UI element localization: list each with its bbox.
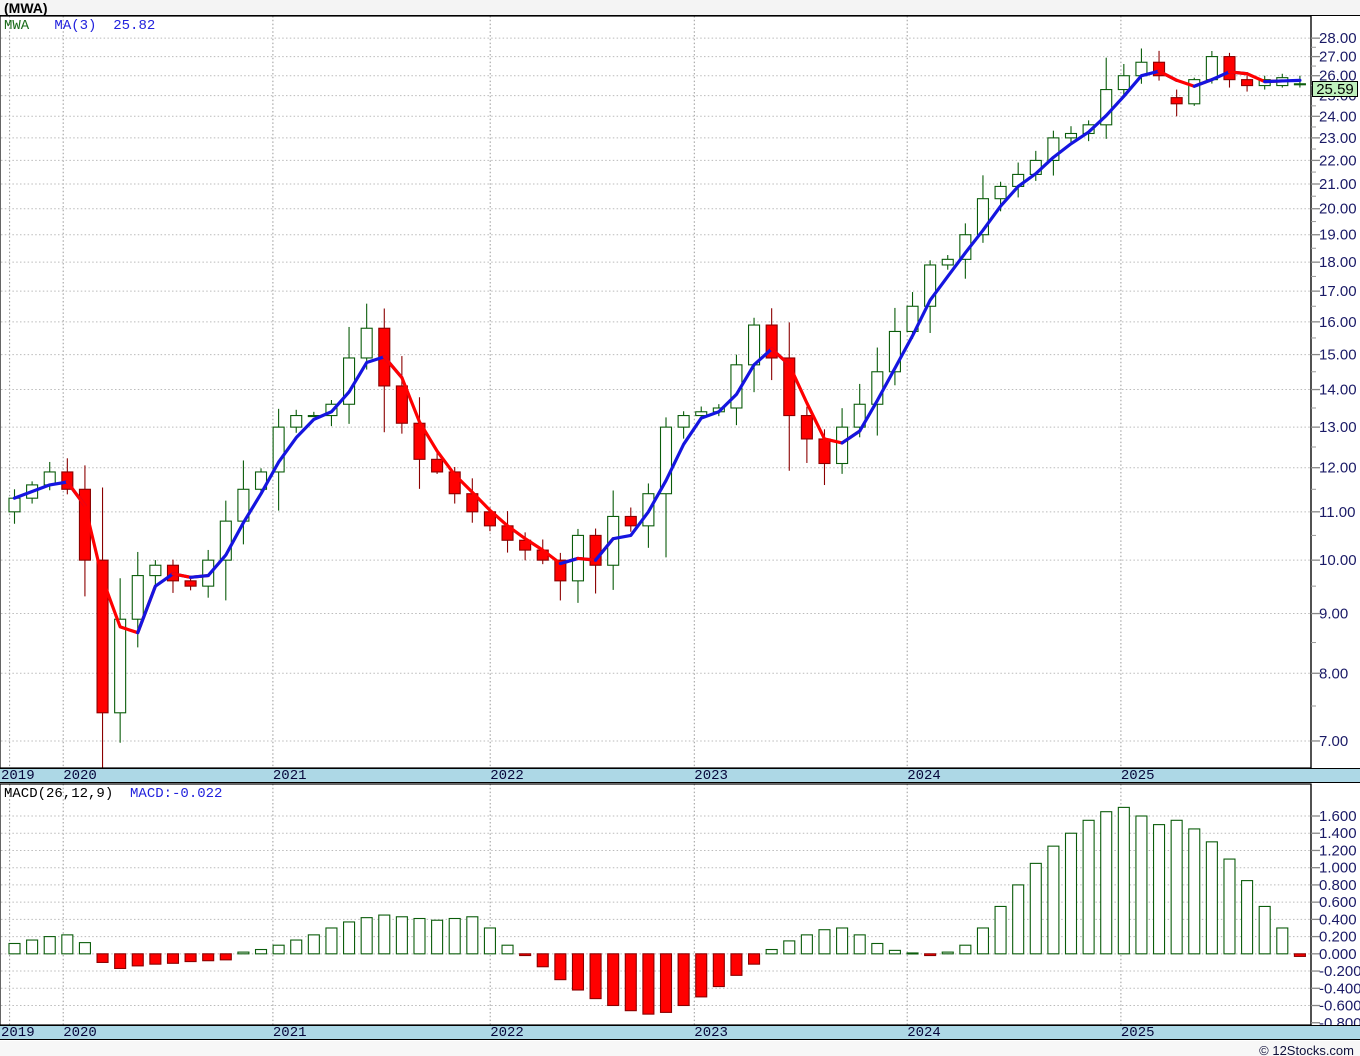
svg-text:0.800: 0.800	[1319, 877, 1357, 894]
svg-text:-0.200: -0.200	[1319, 963, 1360, 980]
svg-text:-0.600: -0.600	[1319, 998, 1360, 1015]
svg-text:0.400: 0.400	[1319, 911, 1357, 928]
svg-text:0.200: 0.200	[1319, 929, 1357, 946]
svg-text:-0.400: -0.400	[1319, 980, 1360, 997]
svg-text:0.600: 0.600	[1319, 894, 1357, 911]
svg-text:1.400: 1.400	[1319, 825, 1357, 842]
svg-text:1.200: 1.200	[1319, 842, 1357, 859]
svg-text:1.000: 1.000	[1319, 860, 1357, 877]
svg-text:0.000: 0.000	[1319, 946, 1357, 963]
svg-text:1.600: 1.600	[1319, 808, 1357, 825]
